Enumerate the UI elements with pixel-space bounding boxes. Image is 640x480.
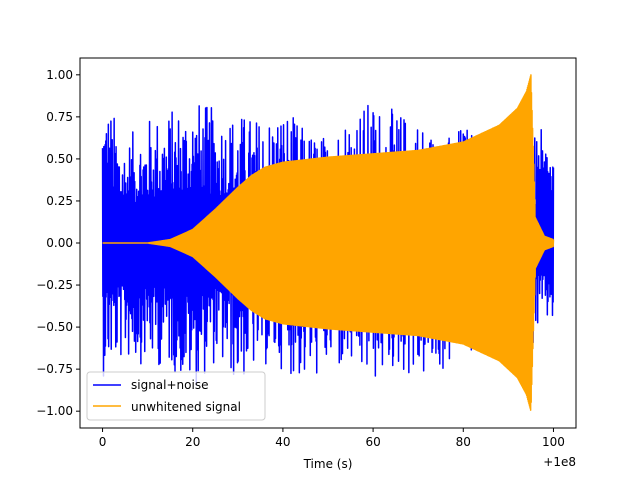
y-tick-label: −0.25 xyxy=(36,278,73,292)
x-tick-label: 0 xyxy=(99,435,107,449)
x-tick-label: 100 xyxy=(542,435,565,449)
y-tick-label: −0.50 xyxy=(36,320,73,334)
x-axis-offset-text: +1e8 xyxy=(543,455,576,469)
x-tick-label: 80 xyxy=(456,435,471,449)
legend: signal+noise unwhitened signal xyxy=(86,371,266,421)
x-tick-label: 40 xyxy=(275,435,290,449)
y-tick-label: 0.50 xyxy=(46,152,73,166)
y-tick-label: 1.00 xyxy=(46,68,73,82)
y-axis-ticks: −1.00 −0.75 −0.50 −0.25 0.00 0.25 0.50 0.75 1.00 xyxy=(36,68,80,418)
series-line-unwhitened-signal xyxy=(102,74,555,411)
x-axis-ticks: 0 20 40 60 80 100 xyxy=(99,428,565,449)
x-tick-label: 20 xyxy=(185,435,200,449)
legend-label-signal-noise: signal+noise xyxy=(131,378,208,392)
y-tick-label: 0.25 xyxy=(46,194,73,208)
y-tick-label: −1.00 xyxy=(36,404,73,418)
y-tick-label: 0.75 xyxy=(46,110,73,124)
x-axis-label: Time (s) xyxy=(303,457,353,471)
series-layer xyxy=(101,74,555,411)
y-tick-label: 0.00 xyxy=(46,236,73,250)
legend-frame xyxy=(86,371,266,421)
y-tick-label: −0.75 xyxy=(36,362,73,376)
x-tick-label: 60 xyxy=(365,435,380,449)
legend-label-unwhitened-signal: unwhitened signal xyxy=(131,400,241,414)
